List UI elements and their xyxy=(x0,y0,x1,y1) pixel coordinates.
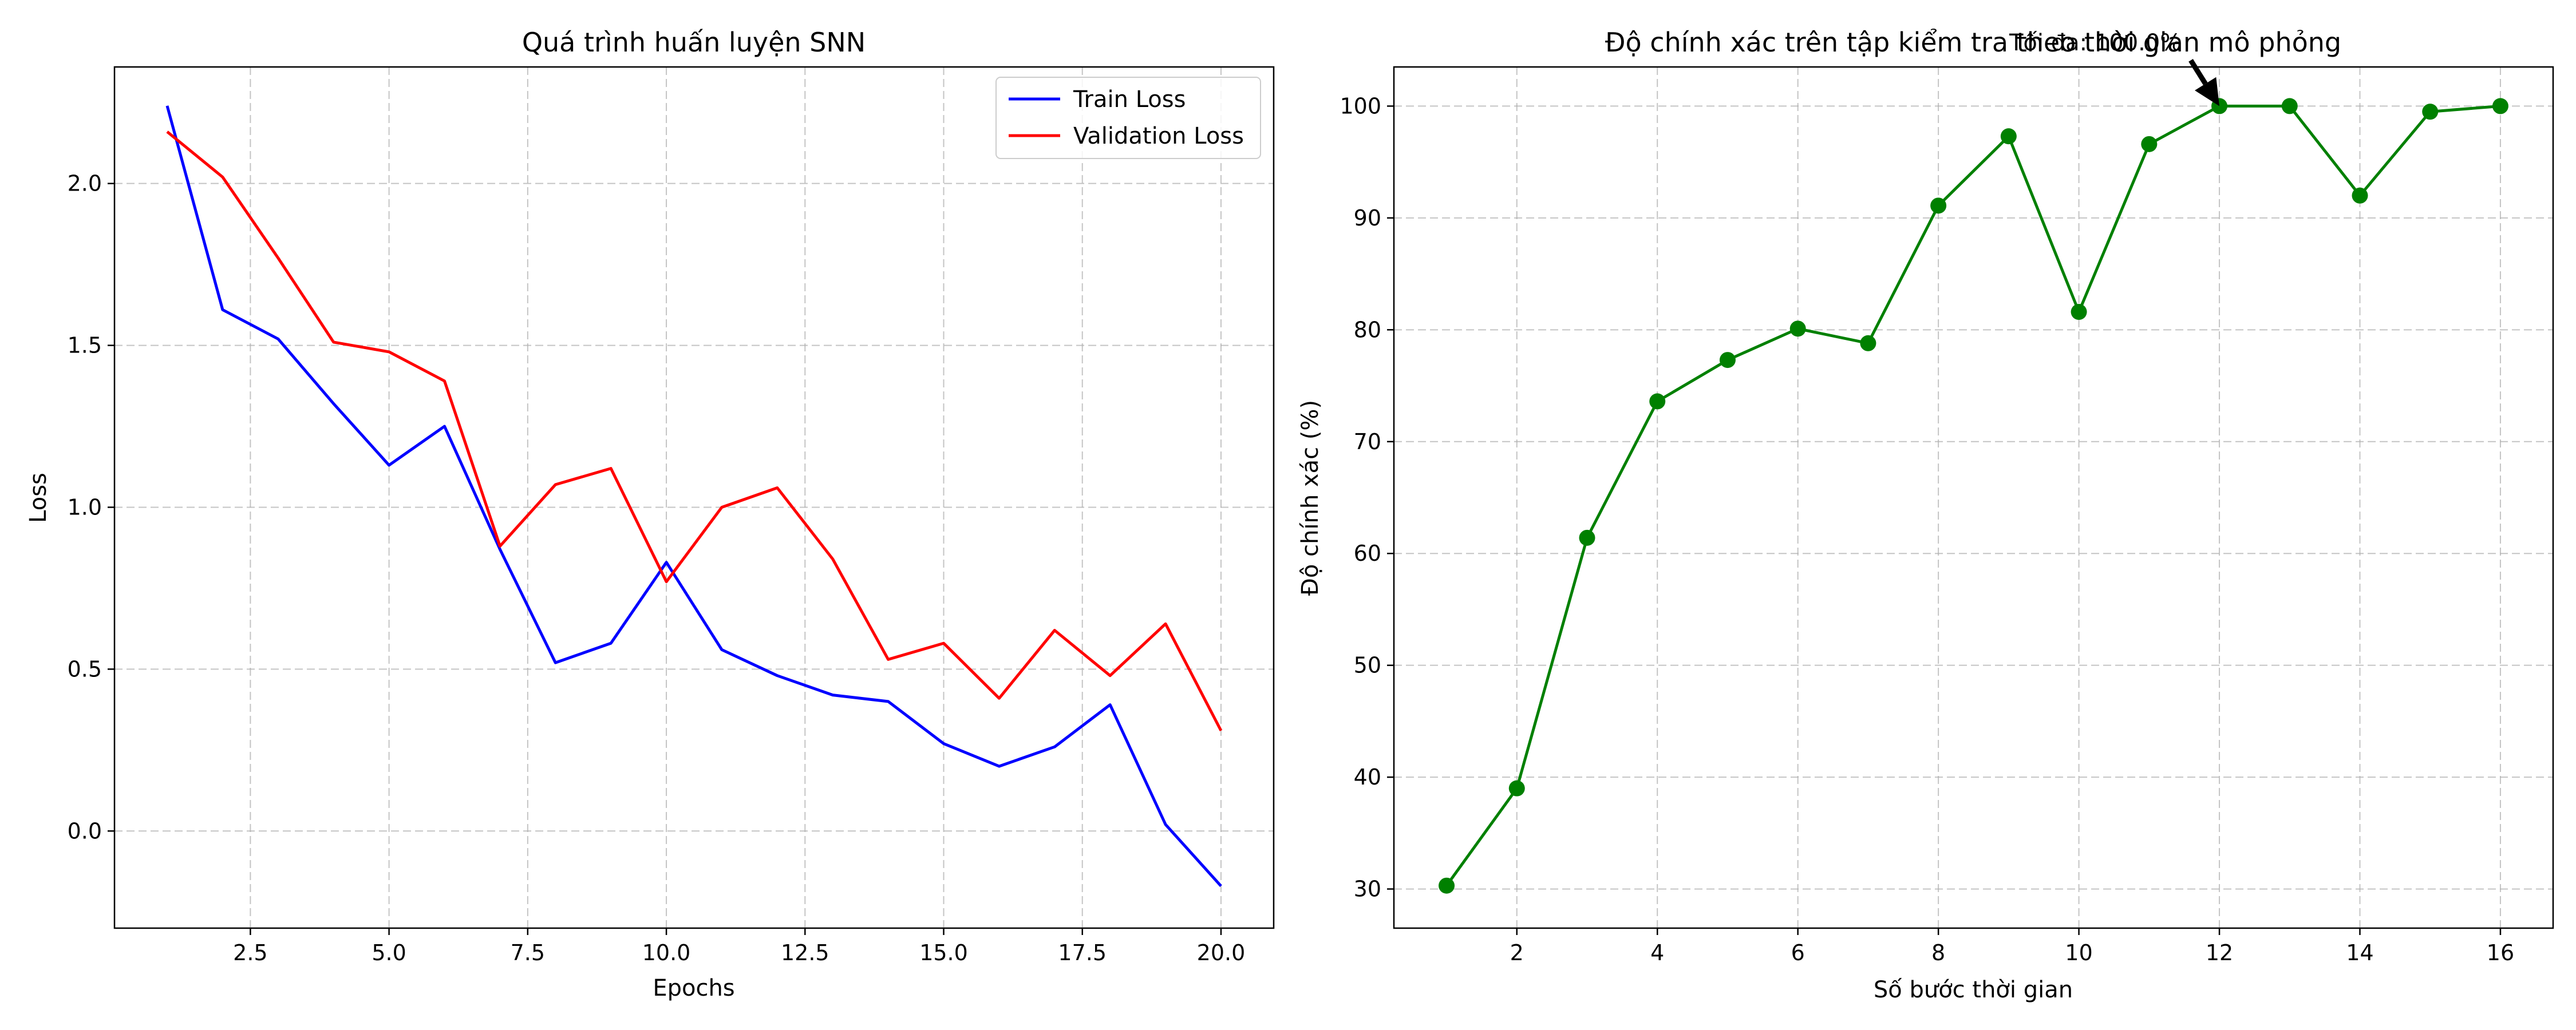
loss-chart-title: Quá trình huấn luyện SNN xyxy=(522,27,866,58)
y-tick-label: 90 xyxy=(1354,205,1381,231)
x-tick-label: 2.5 xyxy=(233,940,267,965)
data-point xyxy=(1649,393,1666,410)
x-tick-label: 2 xyxy=(1510,940,1524,965)
data-point xyxy=(2352,187,2368,204)
loss-chart-series xyxy=(165,105,1223,888)
data-point xyxy=(1439,877,1455,894)
data-point xyxy=(2422,104,2439,120)
loss-chart: 2.5 5.0 7.5 10.0 12.5 15.0 17.5 20.0 0.0 0.5 1.0 1.… xyxy=(25,27,1275,1001)
loss-chart-frame xyxy=(113,66,1275,929)
y-tick-label: 0.5 xyxy=(68,656,102,682)
x-tick-label: 8 xyxy=(1931,940,1945,965)
data-point xyxy=(2071,304,2087,320)
x-tick-label: 6 xyxy=(1791,940,1805,965)
series-line-accuracy xyxy=(1445,104,2501,887)
accuracy-chart-series xyxy=(1439,98,2508,894)
x-tick-label: 20.0 xyxy=(1197,940,1246,965)
x-tick-label: 12.5 xyxy=(781,940,829,965)
loss-chart-grid xyxy=(114,67,1274,928)
x-tick-label: 17.5 xyxy=(1058,940,1107,965)
accuracy-chart-title: Độ chính xác trên tập kiểm tra theo thời… xyxy=(1605,27,2341,58)
y-tick-label: 70 xyxy=(1354,429,1381,454)
x-tick-label: 15.0 xyxy=(919,940,968,965)
data-point xyxy=(2000,128,2017,145)
x-tick-label: 14 xyxy=(2346,940,2373,965)
loss-chart-legend: Train Loss Validation Loss xyxy=(995,77,1261,159)
data-point xyxy=(1930,197,1947,214)
x-tick-label: 7.5 xyxy=(511,940,545,965)
data-point xyxy=(2492,98,2508,114)
legend-label-train-loss: Train Loss xyxy=(1073,86,1186,113)
loss-chart-ylabel: Loss xyxy=(25,473,52,523)
annotation-arrow-shaft xyxy=(2188,59,2208,85)
x-tick-label: 16 xyxy=(2487,940,2514,965)
x-tick-label: 4 xyxy=(1650,940,1664,965)
y-tick-label: 1.0 xyxy=(68,494,102,520)
y-tick-label: 1.5 xyxy=(68,333,102,358)
data-point xyxy=(1860,335,1876,351)
x-tick-label: 12 xyxy=(2206,940,2233,965)
x-tick-label: 10.0 xyxy=(642,940,691,965)
accuracy-chart-frame xyxy=(1393,66,2554,929)
annotation-arrow-head xyxy=(2195,77,2220,106)
data-point xyxy=(1789,320,1806,337)
annotation-text: Tối đa: 100.0% xyxy=(2009,30,2182,56)
x-tick-label: 10 xyxy=(2065,940,2092,965)
accuracy-chart-annotation: Tối đa: 100.0% xyxy=(2009,30,2220,106)
y-tick-label: 2.0 xyxy=(68,171,102,196)
data-point xyxy=(2281,98,2298,114)
data-point xyxy=(1508,780,1525,797)
y-tick-label: 50 xyxy=(1354,653,1381,678)
accuracy-chart-ylabel: Độ chính xác (%) xyxy=(1297,400,1323,596)
y-tick-label: 100 xyxy=(1340,93,1381,118)
loss-chart-ticks: 2.5 5.0 7.5 10.0 12.5 15.0 17.5 20.0 0.0 0.5 1.0 1.… xyxy=(68,171,1246,965)
data-point xyxy=(2141,136,2158,152)
legend-label-validation-loss: Validation Loss xyxy=(1073,123,1244,149)
accuracy-chart-grid xyxy=(1394,67,2553,928)
accuracy-chart: 2 4 6 8 10 12 14 16 30 40 50 60 70 80 90 100 Độ chính x… xyxy=(1297,27,2554,1003)
x-tick-label: 5.0 xyxy=(372,940,406,965)
series-line-train-loss xyxy=(165,105,1222,888)
y-tick-label: 60 xyxy=(1354,541,1381,566)
data-point xyxy=(1719,352,1736,369)
series-line-validation-loss xyxy=(166,130,1223,732)
y-tick-label: 40 xyxy=(1354,764,1381,790)
loss-chart-xlabel: Epochs xyxy=(653,975,734,1001)
y-tick-label: 80 xyxy=(1354,317,1381,342)
accuracy-chart-xlabel: Số bước thời gian xyxy=(1874,977,2073,1003)
data-point xyxy=(1579,529,1595,546)
legend-box xyxy=(995,77,1261,159)
y-tick-label: 0.0 xyxy=(68,818,102,843)
y-tick-label: 30 xyxy=(1354,877,1381,902)
accuracy-chart-ticks: 2 4 6 8 10 12 14 16 30 40 50 60 70 80 90 100 xyxy=(1340,93,2514,965)
